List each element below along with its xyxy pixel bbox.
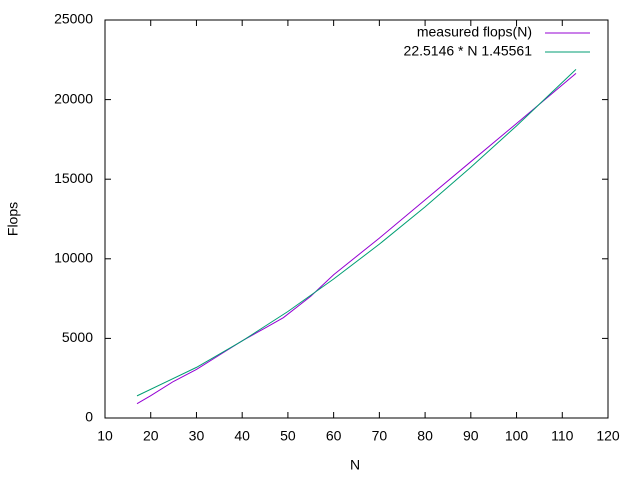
y-axis-label: Flops: [5, 202, 21, 236]
data-line: [136, 68, 577, 397]
y-tick-label: 10000: [54, 250, 93, 266]
x-tick-label: 20: [143, 428, 159, 444]
y-tick-label: 5000: [62, 329, 93, 345]
x-tick-label: 110: [551, 428, 574, 444]
x-tick-label: 40: [234, 428, 250, 444]
plot-border: [104, 19, 609, 419]
legend-label: measured flops(N): [417, 24, 532, 40]
x-tick-label: 100: [505, 428, 529, 444]
data-line: [136, 72, 577, 405]
y-tick-label: 20000: [54, 90, 93, 106]
x-tick-label: 10: [97, 428, 113, 444]
x-tick-label: 50: [280, 428, 296, 444]
y-tick-label: 25000: [54, 11, 93, 27]
x-axis-label: N: [350, 457, 360, 473]
x-tick-label: 80: [417, 428, 433, 444]
x-tick-label: 30: [189, 428, 205, 444]
x-tick-label: 60: [326, 428, 342, 444]
x-tick-label: 90: [463, 428, 479, 444]
y-tick-label: 15000: [54, 170, 93, 186]
x-tick-label: 120: [596, 428, 620, 444]
x-tick-label: 70: [372, 428, 388, 444]
y-tick-label: 0: [85, 409, 93, 425]
legend-label: 22.5146 * N 1.45561: [404, 43, 533, 59]
